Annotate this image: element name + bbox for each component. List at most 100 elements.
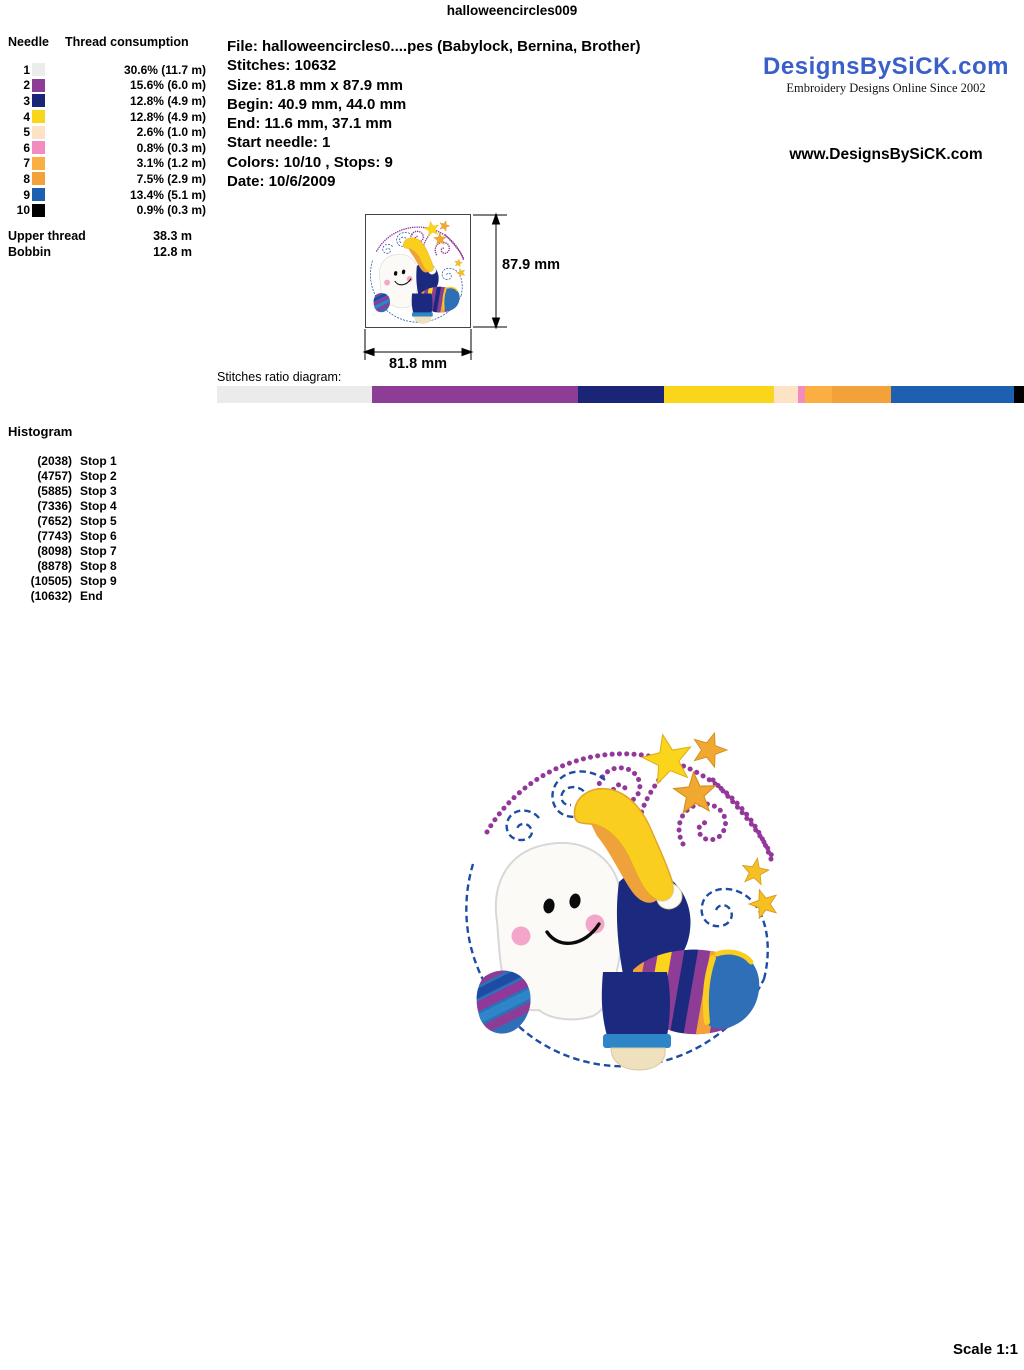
thread-consumption-value: 12.8% (4.9 m) [129, 109, 206, 124]
histogram-row: (4757) Stop 2 [4, 468, 117, 483]
upper-thread-label: Upper thread [8, 229, 86, 243]
needle-number: 2 [23, 78, 30, 93]
needle-table-header: Needle Thread consumption [8, 35, 189, 49]
thread-consumption-value: 2.6% (1.0 m) [136, 125, 206, 140]
thread-consumption-value: 3.1% (1.2 m) [136, 156, 206, 171]
start-needle-line: Start needle: 1 [227, 134, 331, 152]
logo-text: DesignsBySiCK.com [763, 53, 1009, 80]
ratio-segment [1014, 386, 1024, 403]
needle-number: 6 [23, 140, 30, 155]
needle-row: 2 15.6% (6.0 m) [8, 78, 206, 94]
file-info-block: File: halloweencircles0....pes (Babylock… [227, 37, 640, 191]
histogram-row: (7652) Stop 5 [4, 513, 117, 528]
logo-tagline: Embroidery Designs Online Since 2002 [786, 81, 986, 95]
stop-label: Stop 7 [80, 543, 117, 558]
stop-label: Stop 5 [80, 513, 117, 528]
file-name-line: File: halloweencircles0....pes (Babylock… [227, 38, 641, 55]
needle-number: 9 [23, 187, 30, 202]
design-height-label: 87.9 mm [502, 257, 561, 273]
bobbin-label: Bobbin [8, 244, 52, 259]
thread-color-swatch [32, 141, 45, 155]
thread-totals: Upper thread 38.3 m Bobbin 12.8 m [8, 229, 192, 260]
needle-table: 1 30.6% (11.7 m) 2 15.6% (6.0 m) 3 12.8% (4… [8, 62, 206, 218]
stitch-count: (4757) [37, 468, 72, 483]
dimension-annotation [362, 212, 507, 360]
thread-color-swatch [32, 63, 45, 77]
upper-thread-value: 38.3 m [153, 229, 192, 243]
thread-consumption-value: 0.9% (0.3 m) [136, 203, 206, 218]
histogram-row: (7743) Stop 6 [4, 528, 117, 543]
stop-label: Stop 6 [80, 528, 117, 543]
thread-consumption-value: 7.5% (2.9 m) [136, 171, 206, 186]
ratio-segment [773, 386, 798, 403]
size-line: Size: 81.8 mm x 87.9 mm [227, 76, 403, 94]
needle-number: 10 [16, 203, 30, 218]
histogram-row: (8098) Stop 7 [4, 543, 117, 558]
stitches-ratio-bar [217, 386, 1024, 403]
bobbin-value: 12.8 m [153, 244, 192, 259]
ratio-segment [890, 386, 1015, 403]
ratio-diagram-label: Stitches ratio diagram: [217, 370, 342, 384]
scale-label: Scale 1:1 [952, 1341, 1018, 1358]
histogram-list: (2038) Stop 1 (4757) Stop 2 (5885) Stop 3 (… [4, 453, 117, 603]
needle-row: 6 0.8% (0.3 m) [8, 140, 206, 156]
thread-color-swatch [32, 110, 45, 124]
histogram-title: Histogram [8, 424, 73, 439]
page-title: halloweencircles009 [446, 3, 578, 18]
thread-color-swatch [32, 78, 45, 92]
stitch-count: (5885) [37, 483, 72, 498]
needle-number: 3 [23, 93, 30, 108]
designsbysick-logo: DesignsBySiCK.com Embroidery Designs Onl… [756, 54, 1016, 96]
stitches-line: Stitches: 10632 [227, 57, 337, 75]
stop-label: Stop 1 [80, 453, 117, 468]
embroidery-design-graphic [455, 722, 790, 1074]
end-line: End: 11.6 mm, 37.1 mm [227, 115, 393, 133]
thread-color-swatch [32, 156, 45, 170]
needle-row: 8 7.5% (2.9 m) [8, 171, 206, 187]
ratio-segment [371, 386, 579, 403]
website-url: www.DesignsBySiCK.com [789, 146, 983, 163]
stitch-count: (10632) [30, 588, 72, 603]
ratio-segment [578, 386, 664, 403]
ratio-segment [831, 386, 891, 403]
stitch-count: (8878) [37, 558, 72, 573]
thread-color-swatch [32, 94, 45, 108]
needle-row: 7 3.1% (1.2 m) [8, 156, 206, 172]
stop-label: Stop 3 [80, 483, 117, 498]
needle-column-header: Needle [8, 35, 49, 49]
thread-color-swatch [32, 188, 45, 202]
needle-row: 3 12.8% (4.9 m) [8, 93, 206, 109]
begin-line: Begin: 40.9 mm, 44.0 mm [227, 95, 407, 113]
histogram-row: (8878) Stop 8 [4, 558, 117, 573]
stop-label: Stop 8 [80, 558, 117, 573]
date-line: Date: 10/6/2009 [227, 173, 336, 191]
needle-row: 1 30.6% (11.7 m) [8, 62, 206, 78]
needle-number: 5 [23, 125, 30, 140]
stitch-count: (7652) [37, 513, 72, 528]
thread-color-swatch [32, 172, 45, 186]
needle-number: 4 [23, 109, 30, 124]
thread-consumption-value: 0.8% (0.3 m) [136, 140, 206, 155]
needle-number: 1 [23, 62, 30, 77]
needle-row: 9 13.4% (5.1 m) [8, 187, 206, 203]
stitch-count: (7336) [37, 498, 72, 513]
ratio-segment [797, 386, 805, 403]
thread-consumption-value: 15.6% (6.0 m) [129, 78, 206, 93]
needle-number: 8 [23, 171, 30, 186]
stitch-count: (8098) [37, 543, 72, 558]
ratio-segment [217, 386, 372, 403]
design-width-label: 81.8 mm [388, 356, 448, 372]
stop-label: Stop 2 [80, 468, 117, 483]
thread-consumption-value: 13.4% (5.1 m) [129, 187, 206, 202]
colors-line: Colors: 10/10 , Stops: 9 [227, 153, 393, 171]
ratio-segment [804, 386, 832, 403]
needle-row: 5 2.6% (1.0 m) [8, 124, 206, 140]
thread-color-swatch [32, 125, 45, 139]
stop-label: End [80, 588, 103, 603]
needle-row: 4 12.8% (4.9 m) [8, 109, 206, 125]
needle-row: 10 0.9% (0.3 m) [8, 202, 206, 218]
histogram-row: (10632) End [4, 588, 117, 603]
ratio-segment [663, 386, 774, 403]
stop-label: Stop 9 [80, 573, 117, 588]
histogram-row: (7336) Stop 4 [4, 498, 116, 513]
